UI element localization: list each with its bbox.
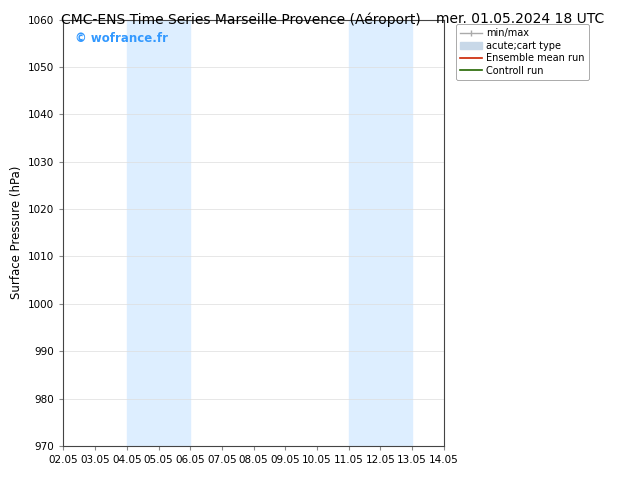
- Text: CMC-ENS Time Series Marseille Provence (Aéroport): CMC-ENS Time Series Marseille Provence (…: [61, 12, 421, 27]
- Text: mer. 01.05.2024 18 UTC: mer. 01.05.2024 18 UTC: [436, 12, 604, 26]
- Y-axis label: Surface Pressure (hPa): Surface Pressure (hPa): [10, 166, 23, 299]
- Bar: [349, 20, 412, 446]
- Text: © wofrance.fr: © wofrance.fr: [75, 32, 168, 46]
- Bar: [127, 20, 190, 446]
- Legend: min/max, acute;cart type, Ensemble mean run, Controll run: min/max, acute;cart type, Ensemble mean …: [456, 24, 589, 79]
